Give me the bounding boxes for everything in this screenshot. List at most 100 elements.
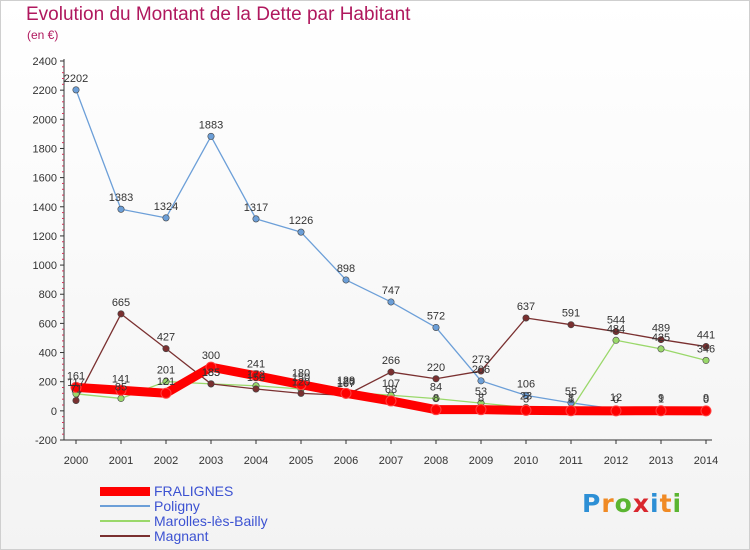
data-point	[250, 370, 262, 382]
data-point	[475, 404, 487, 416]
data-label: 55	[565, 386, 577, 398]
data-point	[387, 368, 395, 376]
data-label: 747	[382, 285, 400, 297]
x-tick-label: 2011	[559, 455, 583, 467]
data-label: 85	[115, 381, 127, 393]
y-tick-label: 800	[39, 289, 57, 301]
x-tick-label: 2008	[424, 455, 448, 467]
data-point	[72, 396, 80, 404]
legend-label: FRALIGNES	[154, 483, 234, 499]
data-label: 484	[607, 323, 625, 335]
data-label: 1317	[244, 202, 268, 214]
data-point	[522, 391, 530, 399]
data-label: 1	[568, 394, 574, 406]
legend-label: Poligny	[154, 498, 200, 514]
data-point	[520, 404, 532, 416]
logo-letter: t	[659, 489, 673, 518]
data-point	[297, 228, 305, 236]
data-point	[297, 389, 305, 397]
data-point	[115, 384, 127, 396]
data-label: 117	[67, 377, 85, 389]
data-point	[387, 298, 395, 306]
logo-letter: x	[632, 489, 650, 518]
data-point	[702, 356, 710, 364]
legend-label: Magnant	[154, 528, 209, 544]
data-point	[72, 86, 80, 94]
data-point	[160, 387, 172, 399]
data-point	[655, 405, 667, 417]
data-label: 898	[337, 263, 355, 275]
y-tick-label: 1400	[33, 202, 57, 214]
data-label: 53	[475, 386, 487, 398]
data-label: 106	[517, 378, 535, 390]
y-tick-label: 2400	[33, 56, 57, 68]
data-point	[657, 336, 665, 344]
data-label: 1883	[199, 119, 223, 131]
data-point	[657, 345, 665, 353]
data-label: 71	[70, 383, 82, 395]
x-tick-label: 2007	[379, 455, 403, 467]
data-point	[700, 405, 712, 417]
data-label: 346	[697, 343, 715, 355]
data-label: 241	[247, 359, 265, 371]
data-point	[612, 336, 620, 344]
data-point	[252, 385, 260, 393]
data-label: 572	[427, 310, 445, 322]
y-tick-label: 2000	[33, 114, 57, 126]
data-label: 637	[517, 301, 535, 313]
data-label: 121	[157, 376, 175, 388]
data-point	[702, 343, 710, 351]
data-point	[117, 310, 125, 318]
data-label: 1226	[289, 215, 313, 227]
legend-swatch	[100, 486, 150, 496]
data-label: 1	[658, 394, 664, 406]
logo-letter: r	[601, 489, 615, 518]
data-label: 273	[472, 354, 490, 366]
data-point	[477, 367, 485, 375]
data-label: 591	[562, 308, 580, 320]
data-label: 68	[385, 384, 397, 396]
y-tick-label: 1600	[33, 173, 57, 185]
data-label: 441	[697, 330, 715, 342]
data-label: 544	[607, 315, 625, 327]
data-label: 8	[568, 393, 574, 405]
data-point	[340, 387, 352, 399]
x-tick-label: 2002	[154, 455, 178, 467]
data-point	[295, 379, 307, 391]
data-point	[342, 276, 350, 284]
data-point	[162, 214, 170, 222]
data-label: 141	[112, 373, 130, 385]
data-label: 150	[247, 372, 265, 384]
data-point	[162, 345, 170, 353]
data-label: 201	[157, 365, 175, 377]
data-label: 161	[67, 370, 85, 382]
logo-letter: i	[650, 489, 660, 518]
data-label: 129	[337, 375, 355, 387]
data-label: 120	[337, 376, 355, 388]
x-tick-label: 2006	[334, 455, 358, 467]
y-tick-label: 600	[39, 318, 57, 330]
data-label: 2202	[64, 73, 88, 85]
data-label: 9	[658, 393, 664, 405]
y-tick-label: 1200	[33, 231, 57, 243]
data-point	[565, 405, 577, 417]
data-label: 107	[337, 378, 355, 390]
data-label: 425	[652, 332, 670, 344]
logo-letter: o	[614, 489, 633, 518]
data-point	[432, 395, 440, 403]
data-point	[610, 405, 622, 417]
data-label: 1324	[154, 201, 178, 213]
data-point	[432, 375, 440, 383]
data-label: 180	[292, 368, 310, 380]
data-label: 185	[202, 367, 220, 379]
data-label: 107	[382, 378, 400, 390]
y-tick-label: -200	[35, 435, 57, 447]
data-label: 0	[613, 394, 619, 406]
x-tick-label: 2004	[244, 455, 268, 467]
data-label: 3	[523, 393, 529, 405]
data-point	[385, 395, 397, 407]
legend-swatch	[100, 535, 150, 537]
data-label: 665	[112, 297, 130, 309]
data-label: 1383	[109, 192, 133, 204]
